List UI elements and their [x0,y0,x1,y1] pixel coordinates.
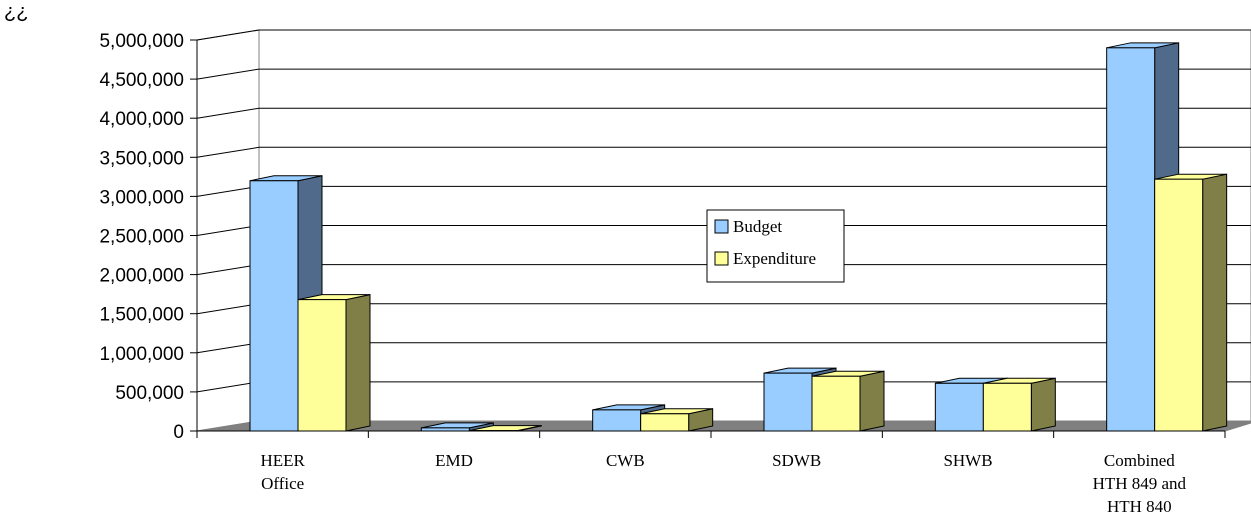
gridline-side [196,264,260,276]
x-tick-label: SDWB [772,451,821,470]
gridline-side [196,29,260,41]
x-tick-label: HEER Office [260,451,305,493]
bar-budget [420,422,494,432]
bar-expenditure [811,370,885,432]
legend-label: Budget [733,217,782,236]
y-tick-label: 0 [173,422,184,443]
legend-swatch [714,251,729,266]
y-tick-label: 4,000,000 [99,109,184,130]
y-tick-label: 1,000,000 [99,344,184,365]
y-tick-label: 2,500,000 [99,227,184,248]
legend-box [706,209,845,283]
legend-label: Expenditure [733,249,816,268]
gridline-side [196,107,260,119]
gridline-side [196,303,260,315]
y-tick-label: 3,500,000 [99,148,184,169]
x-tick-label: EMD [435,451,473,470]
gridline-side [196,225,260,236]
bar-expenditure [982,377,1056,432]
y-tick-label: 500,000 [115,383,184,404]
x-tick-label: SHWB [943,451,992,470]
y-tick-label: 3,000,000 [99,187,184,208]
gridline-side [196,185,260,197]
y-axis: 0 500,000 1,000,000 1,500,000 2,000,000 2,500… [99,31,198,443]
gridline-side [196,146,260,158]
bar-expenditure [297,294,371,432]
bar-expenditure [1154,173,1228,432]
x-tick-label: Combined HTH 849 and HTH 840 [1093,451,1187,516]
legend-swatch [714,219,729,234]
gridline-side [196,68,260,80]
y-tick-label: 5,000,000 [99,31,184,52]
bar-expenditure [468,424,542,432]
x-tick-label: CWB [606,451,645,470]
y-tick-label: 4,500,000 [99,70,184,91]
x-axis: HEER Office EMD CWB SDWB SHWB Combined HTH 849 … [196,430,1226,516]
gridline-side [196,342,260,354]
legend: Budget Expenditure [706,209,845,283]
bar-expenditure [640,408,714,432]
y-tick-label: 2,000,000 [99,266,184,287]
y-tick-label: 1,500,000 [99,305,184,326]
gridline-side [196,381,260,393]
bars [249,42,1228,432]
corner-text: ¿¿ [4,1,28,23]
